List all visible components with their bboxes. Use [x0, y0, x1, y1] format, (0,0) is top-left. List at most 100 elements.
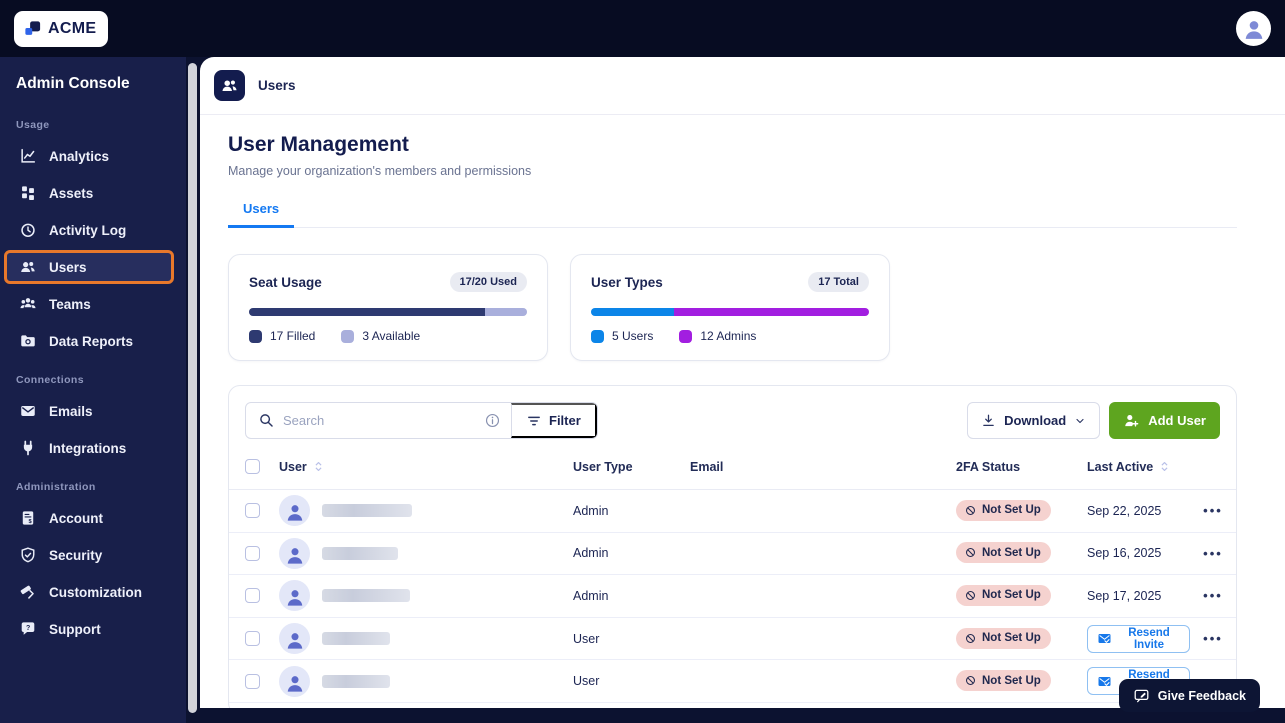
redacted-user-name [322, 632, 390, 646]
support-icon: ? [19, 620, 37, 638]
info-icon[interactable] [484, 412, 501, 429]
summary-card-seat-usage: Seat Usage 17/20 Used 17 Filled 3 Availa… [228, 254, 548, 361]
sidebar-item-account[interactable]: $ Account [4, 501, 174, 535]
row-avatar-icon [279, 537, 310, 569]
sidebar-item-label: Emails [49, 403, 93, 419]
users-table-card: Filter Download Add User User [228, 385, 1237, 708]
tfa-status-badge: Not Set Up [956, 499, 1051, 521]
sort-icon[interactable] [312, 460, 325, 473]
row-avatar-icon [279, 623, 310, 655]
user-type-value: User [573, 631, 600, 646]
legend-swatch [249, 329, 262, 343]
search-input[interactable] [283, 413, 476, 428]
section-label-usage: Usage [16, 119, 50, 131]
sidebar-item-activity-log[interactable]: Activity Log [4, 213, 174, 247]
row-checkbox[interactable] [245, 588, 260, 604]
row-checkbox[interactable] [245, 631, 260, 647]
page-title: User Management [228, 133, 409, 156]
sidebar-item-analytics[interactable]: Analytics [4, 139, 174, 173]
section-label-connections: Connections [16, 374, 84, 386]
sidebar-item-label: Teams [49, 296, 91, 312]
table-toolbar: Filter Download Add User [229, 386, 1236, 454]
vertical-scrollbar[interactable] [188, 63, 197, 713]
folder-icon [19, 332, 37, 350]
tab-bar: Users [228, 200, 1237, 228]
billing-icon: $ [19, 509, 37, 527]
user-avatar[interactable] [1236, 11, 1271, 46]
row-menu-button[interactable]: ••• [1203, 545, 1223, 561]
filter-button[interactable]: Filter [511, 403, 597, 438]
tfa-status-badge: Not Set Up [956, 584, 1051, 606]
svg-text:$: $ [29, 519, 33, 525]
row-checkbox[interactable] [245, 503, 260, 519]
select-all-checkbox[interactable] [245, 459, 260, 474]
users-icon [19, 258, 37, 276]
acme-logo[interactable]: ACME [14, 10, 109, 47]
tab-users[interactable]: Users [228, 201, 295, 228]
sidebar-item-label: Data Reports [49, 333, 134, 349]
not-set-up-icon [964, 546, 977, 559]
last-active-value: Sep 16, 2025 [1087, 546, 1162, 561]
sidebar-item-label: Support [49, 621, 101, 637]
sidebar-item-label: Customization [49, 584, 142, 600]
legend-swatch [591, 329, 604, 343]
download-icon [983, 414, 994, 427]
resend-invite-button[interactable]: Resend Invite [1087, 624, 1190, 653]
not-set-up-icon [964, 674, 977, 687]
row-checkbox[interactable] [245, 545, 260, 561]
card-badge: 17/20 Used [449, 272, 527, 292]
not-set-up-icon [964, 632, 977, 645]
tfa-status-badge: Not Set Up [956, 670, 1051, 692]
feedback-icon [1134, 689, 1149, 703]
row-checkbox[interactable] [245, 673, 260, 689]
row-avatar-icon [279, 580, 310, 612]
sidebar-item-label: Users [49, 259, 87, 275]
sidebar-item-customization[interactable]: Customization [4, 575, 174, 609]
last-active-value: Sep 17, 2025 [1087, 588, 1162, 603]
column-header-2fa-status: 2FA Status [956, 459, 1021, 474]
download-button[interactable]: Download [967, 402, 1101, 439]
sidebar-item-label: Activity Log [49, 222, 127, 238]
legend-item: 12 Admins [679, 329, 756, 343]
row-menu-button[interactable]: ••• [1203, 588, 1223, 604]
give-feedback-button[interactable]: Give Feedback [1118, 679, 1260, 712]
sidebar-item-emails[interactable]: Emails [4, 394, 174, 428]
table-row: Admin Not Set Up Sep 22, 2025 ••• [229, 490, 1236, 533]
column-header-user: User [279, 460, 573, 474]
card-badge: 17 Total [808, 272, 869, 292]
tfa-status-badge: Not Set Up [956, 542, 1051, 564]
row-menu-button[interactable]: ••• [1203, 503, 1223, 519]
sidebar-item-label: Assets [49, 185, 94, 201]
not-set-up-icon [964, 504, 977, 517]
search-icon [260, 414, 273, 427]
user-type-value: Admin [573, 588, 609, 603]
brand-name: ACME [48, 19, 97, 37]
sidebar-item-users[interactable]: Users [4, 250, 174, 284]
sidebar-item-assets[interactable]: Assets [4, 176, 174, 210]
sidebar-item-label: Analytics [49, 148, 110, 164]
card-title: Seat Usage [249, 274, 322, 290]
row-menu-button[interactable]: ••• [1203, 631, 1223, 647]
table-row: User Not Set Up Resend Invite ••• [229, 660, 1236, 703]
sidebar-title: Admin Console [16, 75, 130, 92]
sort-icon[interactable] [1158, 460, 1171, 473]
grid-icon [19, 184, 37, 202]
table-row: User Not Set Up Resend Invite ••• [229, 618, 1236, 661]
add-user-icon [1125, 415, 1139, 427]
sidebar-item-data-reports[interactable]: Data Reports [4, 324, 174, 358]
sidebar-item-label: Account [49, 510, 103, 526]
logo-squares-icon [25, 21, 41, 35]
sidebar: Admin Console Usage Analytics Assets Act… [0, 57, 186, 723]
top-bar: ACME [0, 0, 1285, 57]
add-user-button[interactable]: Add User [1109, 402, 1220, 439]
sidebar-item-support[interactable]: ? Support [4, 612, 174, 646]
redacted-user-name [322, 504, 412, 518]
redacted-user-name [322, 546, 398, 560]
mail-icon [19, 402, 37, 420]
sidebar-item-integrations[interactable]: Integrations [4, 431, 174, 465]
svg-text:?: ? [26, 625, 30, 632]
progress-bar [249, 308, 527, 316]
not-set-up-icon [964, 589, 977, 602]
sidebar-item-teams[interactable]: Teams [4, 287, 174, 321]
sidebar-item-security[interactable]: Security [4, 538, 174, 572]
